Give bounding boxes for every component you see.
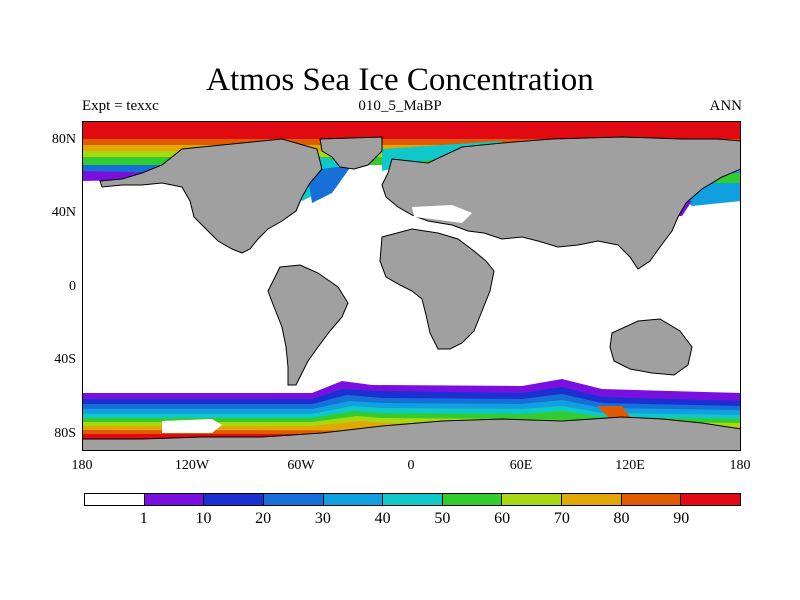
chart-title: Atmos Sea Ice Concentration bbox=[206, 62, 594, 98]
colorbar-label: 90 bbox=[673, 510, 690, 527]
australia-land bbox=[609, 318, 693, 376]
colorbar-swatch bbox=[383, 494, 443, 505]
colorbar-label: 60 bbox=[494, 510, 511, 527]
map-plot-area bbox=[82, 121, 741, 451]
x-tick-label: 120W bbox=[174, 458, 210, 473]
colorbar-swatch bbox=[263, 494, 324, 505]
y-tick-label: 80N bbox=[51, 132, 76, 147]
colorbar-label: 30 bbox=[314, 510, 331, 527]
x-tick-label: 60W bbox=[287, 458, 315, 473]
y-tick-label: 40N bbox=[51, 205, 76, 220]
colorbar-swatch bbox=[681, 494, 741, 505]
colorbar-swatch bbox=[562, 494, 622, 505]
africa-land bbox=[379, 228, 495, 350]
x-tick-label: 180 bbox=[729, 458, 751, 473]
colorbar-swatch bbox=[85, 494, 145, 505]
colorbar-swatch bbox=[323, 494, 384, 505]
colorbar-label: 20 bbox=[255, 510, 272, 527]
eurasia-land bbox=[381, 136, 741, 270]
greenland-land bbox=[319, 136, 383, 170]
colorbar-label: 10 bbox=[195, 510, 212, 527]
x-tick-label: 60E bbox=[509, 458, 533, 473]
colorbar-swatch bbox=[621, 494, 682, 505]
antarctica-land bbox=[82, 416, 741, 451]
y-tick-label: 0 bbox=[69, 279, 76, 294]
x-tick-label: 120E bbox=[615, 458, 645, 473]
colorbar-swatch bbox=[204, 494, 264, 505]
x-tick-label: 0 bbox=[407, 458, 415, 473]
y-tick-label: 80S bbox=[54, 426, 76, 441]
north-america-land bbox=[99, 138, 323, 254]
colorbar-label: 70 bbox=[553, 510, 570, 527]
colorbar-swatch bbox=[144, 494, 205, 505]
y-tick-label: 40S bbox=[54, 352, 76, 367]
period-label: 010_5_MaBP bbox=[358, 98, 442, 114]
sea-ice-map bbox=[82, 121, 741, 451]
south-america-land bbox=[267, 264, 349, 386]
season-label: ANN bbox=[709, 98, 743, 114]
colorbar-swatch bbox=[442, 494, 503, 505]
colorbar-label: 40 bbox=[374, 510, 391, 527]
colorbar-label: 1 bbox=[139, 510, 148, 527]
x-tick-label: 180 bbox=[71, 458, 93, 473]
colorbar-label: 50 bbox=[434, 510, 451, 527]
open-water-patches bbox=[162, 205, 472, 433]
land-masses bbox=[82, 136, 741, 451]
colorbar bbox=[84, 493, 741, 506]
experiment-label: Expt = texxc bbox=[82, 98, 159, 114]
colorbar-label: 80 bbox=[613, 510, 630, 527]
colorbar-swatch bbox=[502, 494, 563, 505]
